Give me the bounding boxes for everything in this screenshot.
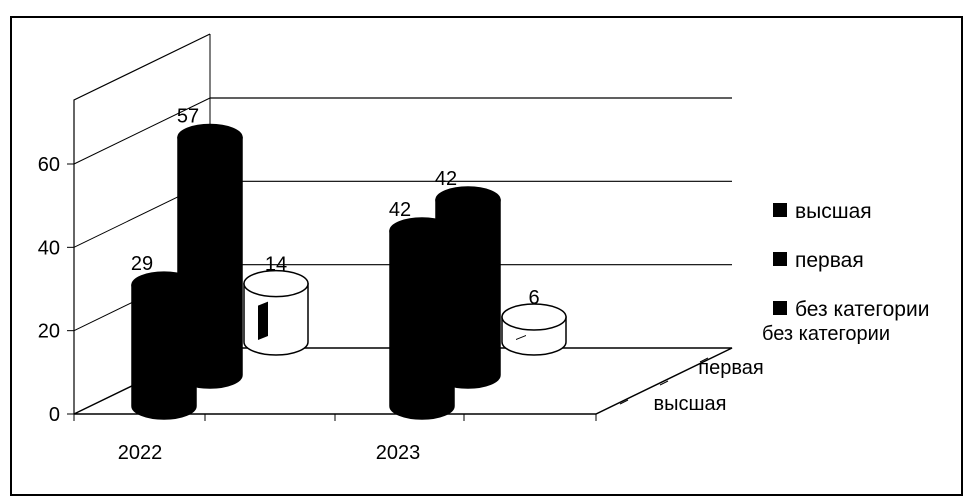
- depth-tick-mark: [699, 357, 709, 363]
- data-label: 29: [131, 253, 153, 275]
- data-label: 57: [177, 106, 199, 128]
- y-tick-label: 0: [49, 404, 60, 426]
- bar-top: [389, 217, 455, 245]
- chart-frame: [10, 16, 963, 496]
- bar-top: [243, 269, 309, 298]
- bar: [131, 271, 197, 420]
- legend-label: первая: [795, 249, 864, 272]
- legend-label: высшая: [795, 200, 872, 223]
- bar-inner-shade: [258, 301, 268, 340]
- x-tick-label: 2022: [118, 442, 163, 464]
- data-label: 42: [389, 199, 411, 221]
- depth-axis-label: первая: [698, 357, 763, 379]
- y-tick-label: 60: [38, 154, 60, 176]
- legend-swatch: [773, 203, 787, 217]
- depth-axis-label: без категории: [762, 323, 890, 345]
- legend-swatch: [773, 301, 787, 315]
- bar-top: [435, 186, 501, 214]
- chart-labels: 0 20 40 60 2022 2023 высшая первая без категории…: [38, 106, 890, 465]
- legend-label: без категории: [795, 298, 929, 321]
- bar-top: [501, 303, 567, 331]
- bar: [389, 217, 455, 420]
- chart-legend: высшая первая без категории: [773, 200, 929, 321]
- gridline-side: [73, 97, 211, 165]
- bar-top: [131, 271, 197, 299]
- x-tick-label: 2023: [376, 442, 421, 464]
- bar: [243, 269, 309, 356]
- data-label: 42: [435, 168, 457, 190]
- data-label: 14: [265, 254, 287, 276]
- bar-body: [131, 284, 197, 420]
- chart-bars: [131, 123, 567, 420]
- y-tick-label: 20: [38, 321, 60, 343]
- legend-swatch: [773, 252, 787, 266]
- bar-inner-shade: [516, 335, 526, 340]
- depth-tick-mark: [659, 380, 669, 386]
- left-wall: [73, 33, 211, 414]
- bar: [501, 303, 567, 356]
- depth-tick-mark: [619, 399, 629, 405]
- y-tick-label: 40: [38, 237, 60, 259]
- data-label: 6: [528, 287, 539, 309]
- depth-axis-label: высшая: [654, 393, 727, 415]
- bar-top: [177, 123, 243, 152]
- bar-body: [389, 230, 455, 420]
